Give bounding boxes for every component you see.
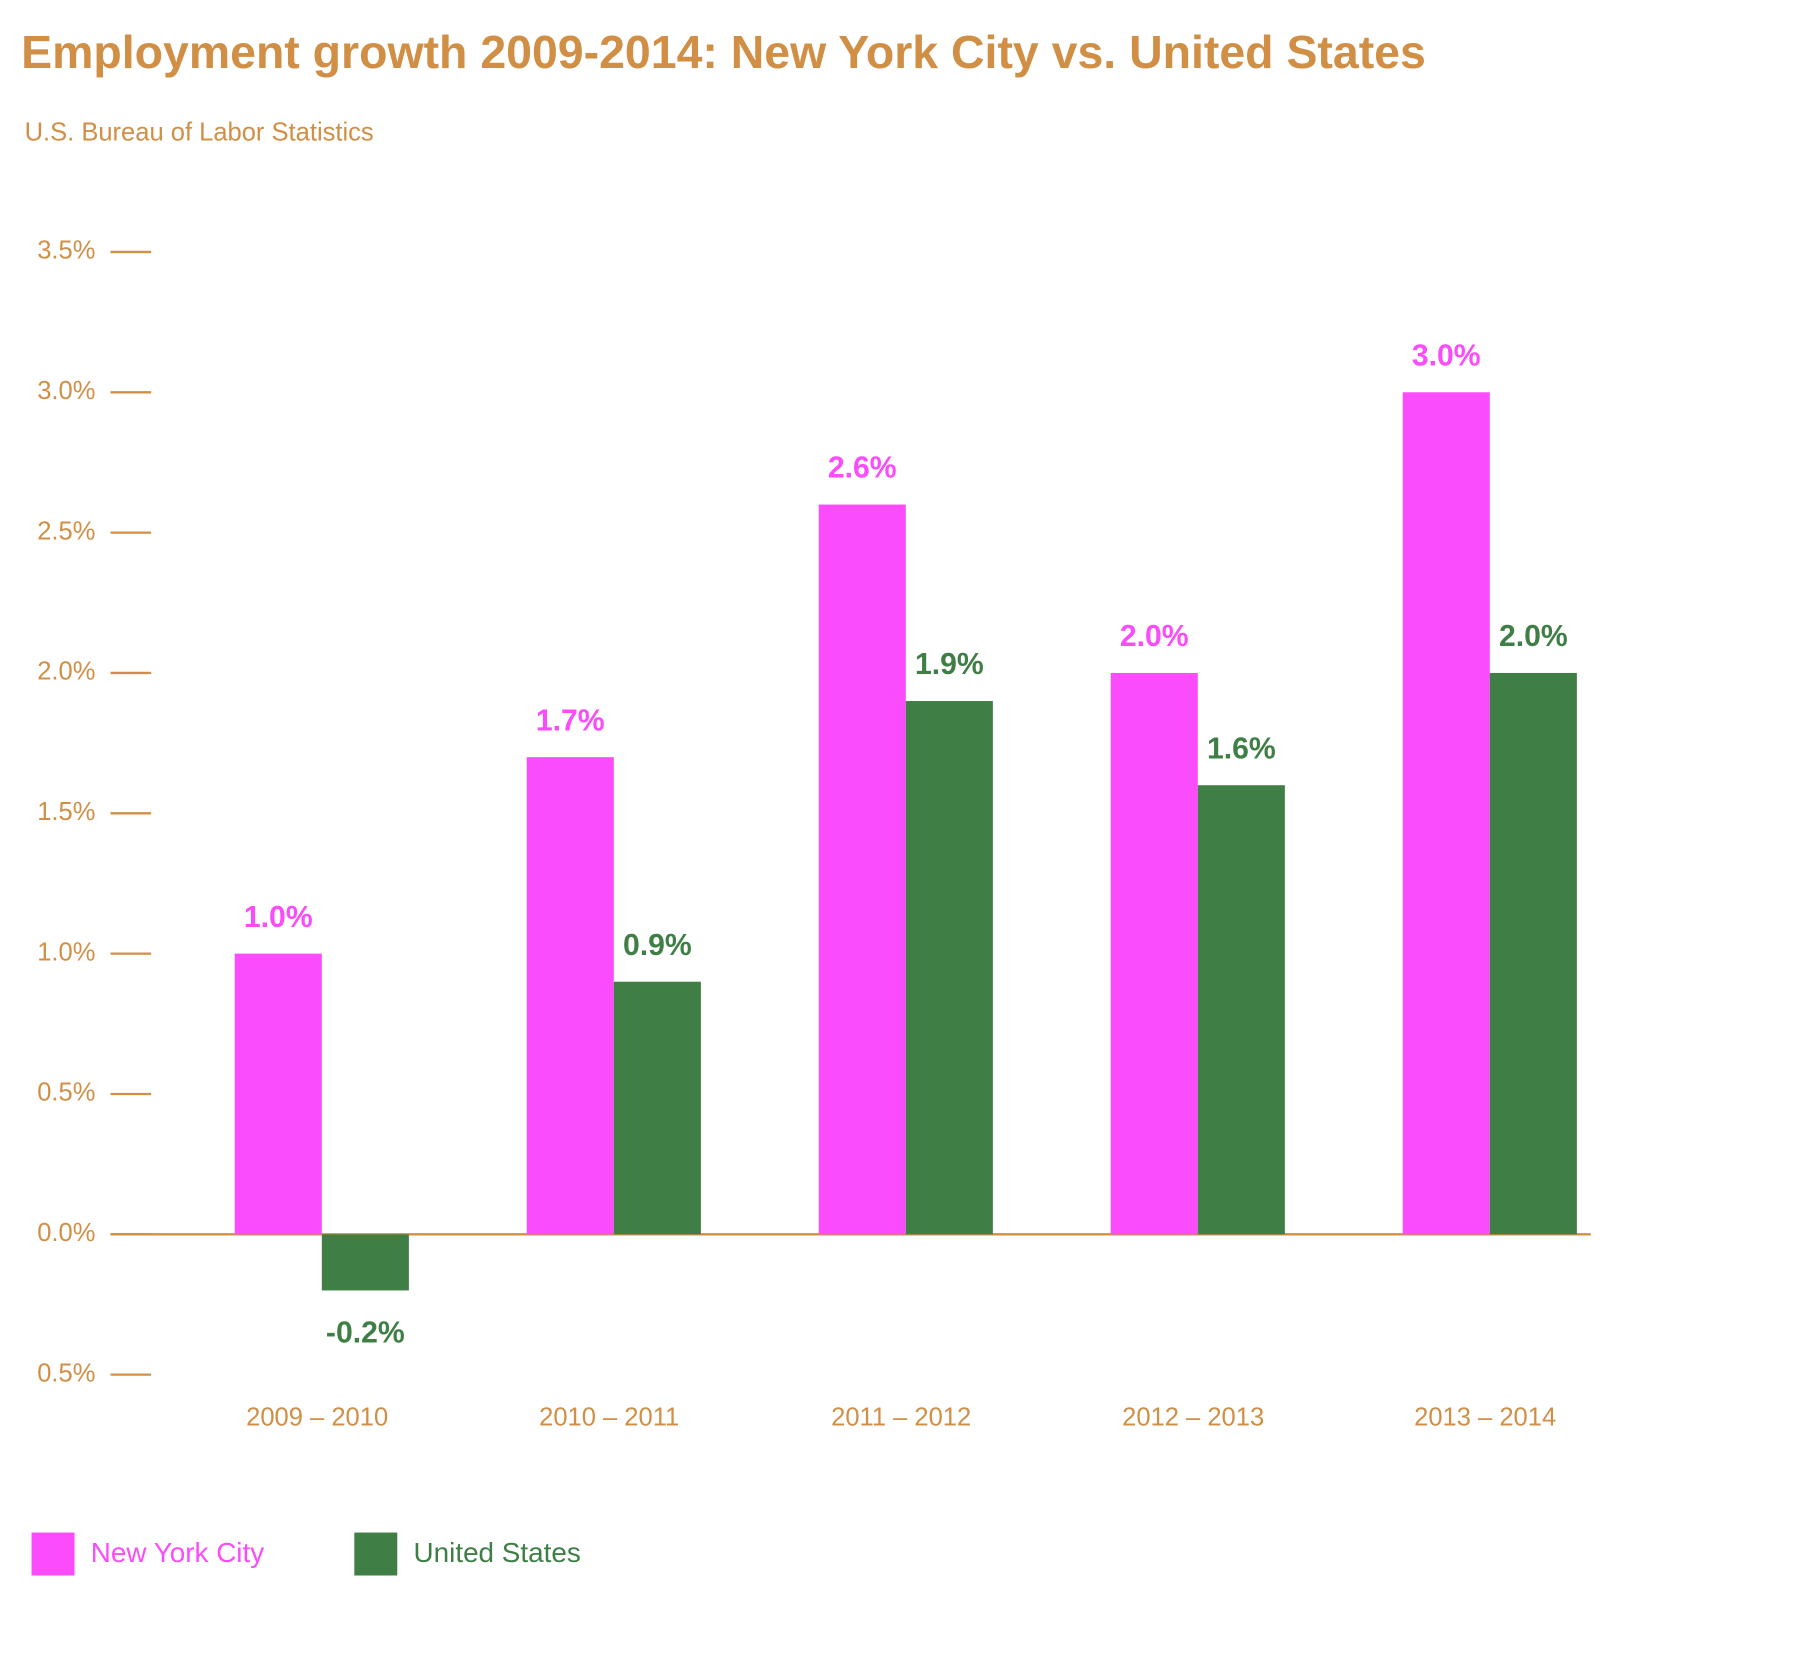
bar [1197, 785, 1285, 1235]
y-tick-label: 1.0% [37, 938, 95, 966]
y-tick-label: 0.0% [37, 1219, 95, 1247]
legend-swatch [31, 1532, 75, 1576]
bar [321, 1234, 409, 1291]
chart-subtitle: U.S. Bureau of Labor Statistics [25, 118, 374, 146]
x-tick-label: 2009 – 2010 [246, 1404, 388, 1432]
y-tick-label: 0.5% [37, 1359, 95, 1387]
legend-swatch [354, 1532, 398, 1576]
chart-title: Employment growth 2009-2014: New York Ci… [21, 26, 1426, 78]
y-tick-label: 1.5% [37, 798, 95, 826]
bar [526, 757, 614, 1235]
value-label: 2.0% [1120, 620, 1189, 653]
value-label: 1.7% [536, 704, 605, 737]
bar [1402, 392, 1490, 1235]
bar [1489, 672, 1577, 1235]
value-label: 1.9% [915, 648, 984, 681]
legend-label: United States [414, 1537, 581, 1568]
legend-label: New York City [91, 1537, 264, 1568]
value-label: 2.0% [1499, 620, 1568, 653]
value-label: 2.6% [828, 452, 897, 485]
x-tick-label: 2011 – 2012 [831, 1404, 971, 1432]
value-label: 1.0% [244, 901, 313, 934]
y-tick-label: 2.5% [37, 517, 95, 545]
x-tick-label: 2013 – 2014 [1414, 1404, 1556, 1432]
bar [905, 701, 993, 1235]
bar [234, 953, 322, 1235]
y-tick-label: 0.5% [37, 1079, 95, 1107]
y-tick-label: 3.5% [37, 237, 95, 265]
bar [818, 504, 906, 1235]
y-tick-label: 3.0% [37, 377, 95, 405]
x-tick-label: 2010 – 2011 [539, 1404, 679, 1432]
bar [1110, 672, 1198, 1235]
bar [613, 981, 701, 1235]
value-label: 3.0% [1412, 339, 1481, 372]
y-tick-label: 2.0% [37, 658, 95, 686]
value-label: -0.2% [326, 1317, 405, 1350]
x-tick-label: 2012 – 2013 [1122, 1404, 1264, 1432]
value-label: 1.6% [1207, 732, 1276, 765]
value-label: 0.9% [623, 929, 692, 962]
